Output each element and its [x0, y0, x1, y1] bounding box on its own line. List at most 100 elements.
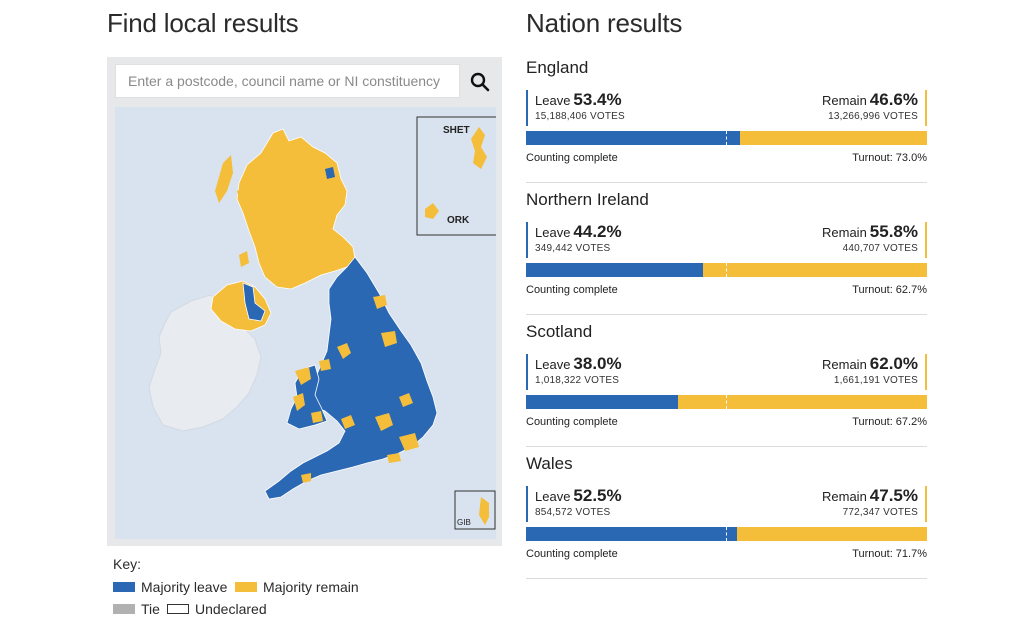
- bristol-remain[interactable]: [341, 415, 355, 429]
- nation-name: Wales: [526, 454, 573, 473]
- undeclared-swatch: [167, 604, 189, 614]
- leave-votes: 1,018,322 VOTES: [535, 375, 620, 386]
- remain-label: Remain: [822, 489, 867, 504]
- wales-remain-north[interactable]: [295, 367, 311, 385]
- wales-remain-west[interactable]: [293, 393, 305, 411]
- key-label-undeclared: Undeclared: [195, 601, 267, 617]
- gibraltar-inset: [454, 490, 496, 530]
- leave-bar-fill: [526, 395, 679, 409]
- midpoint-marker: [726, 131, 727, 145]
- midpoint-marker: [726, 263, 727, 277]
- search-button[interactable]: [462, 64, 498, 99]
- tie-swatch: [113, 604, 135, 614]
- leave-label: Leave: [535, 93, 571, 108]
- leave-label: Leave: [535, 357, 571, 372]
- leave-summary: Leave 38.0% 1,018,322 VOTES: [526, 354, 622, 390]
- remain-percentage: 46.6%: [869, 90, 918, 109]
- remain-votes: 13,266,996 VOTES: [828, 111, 918, 122]
- local-results-title: Find local results: [107, 8, 299, 38]
- orkney-islands[interactable]: [425, 203, 439, 219]
- search-box: [115, 64, 460, 98]
- northern-ireland-leave-area[interactable]: [242, 282, 266, 322]
- brighton-remain[interactable]: [387, 453, 401, 463]
- england-region[interactable]: [264, 256, 438, 500]
- remain-percentage: 47.5%: [869, 486, 918, 505]
- leave-percentage: 53.4%: [573, 90, 622, 109]
- leave-summary: Leave 52.5% 854,572 VOTES: [526, 486, 622, 522]
- counting-status: Counting complete: [526, 416, 618, 428]
- remain-summary: Remain 62.0% 1,661,191 VOTES: [822, 354, 927, 390]
- york-remain[interactable]: [381, 331, 397, 347]
- counting-status: Counting complete: [526, 152, 618, 164]
- leave-bar-fill: [526, 263, 704, 277]
- midpoint-marker: [726, 395, 727, 409]
- gibraltar-label: GIB: [457, 518, 471, 527]
- shetland-islands[interactable]: [471, 127, 487, 169]
- nation-card-england[interactable]: England Leave 53.4% 15,188,406 VOTES Rema…: [526, 58, 927, 183]
- nation-name: Northern Ireland: [526, 190, 649, 209]
- remain-summary: Remain 47.5% 772,347 VOTES: [822, 486, 927, 522]
- nation-card-scotland[interactable]: Scotland Leave 38.0% 1,018,322 VOTES Rema…: [526, 322, 927, 447]
- key-item-tie: Tie: [113, 601, 160, 617]
- remain-votes: 772,347 VOTES: [842, 507, 918, 518]
- local-results-panel: SHET ORK GIB: [107, 57, 502, 546]
- remain-swatch: [235, 582, 257, 592]
- leave-swatch: [113, 582, 135, 592]
- nation-card-northern-ireland[interactable]: Northern Ireland Leave 44.2% 349,442 VOTE…: [526, 190, 927, 315]
- remain-label: Remain: [822, 357, 867, 372]
- remain-label: Remain: [822, 93, 867, 108]
- london-remain[interactable]: [399, 433, 419, 451]
- leave-bar-fill: [526, 527, 737, 541]
- leave-votes: 15,188,406 VOTES: [535, 111, 625, 122]
- remain-percentage: 55.8%: [869, 222, 918, 241]
- nation-card-wales[interactable]: Wales Leave 52.5% 854,572 VOTES Remain 47.…: [526, 454, 927, 579]
- gibraltar-region[interactable]: [479, 497, 489, 525]
- remain-percentage: 62.0%: [869, 354, 918, 373]
- leave-percentage: 52.5%: [573, 486, 622, 505]
- western-isles[interactable]: [215, 155, 233, 203]
- key-item-majority-remain: Majority remain: [235, 579, 359, 595]
- turnout: Turnout: 71.7%: [852, 548, 927, 560]
- leave-label: Leave: [535, 225, 571, 240]
- nation-name: England: [526, 58, 589, 77]
- newcastle-remain[interactable]: [373, 295, 387, 309]
- orkney-label: ORK: [447, 215, 470, 226]
- turnout: Turnout: 62.7%: [852, 284, 927, 296]
- leave-percentage: 44.2%: [573, 222, 622, 241]
- leave-votes: 854,572 VOTES: [535, 507, 611, 518]
- search-input[interactable]: [116, 65, 459, 97]
- key-item-majority-leave: Majority leave: [113, 579, 227, 595]
- key-title: Key:: [113, 556, 142, 572]
- exeter-remain[interactable]: [301, 473, 311, 483]
- turnout: Turnout: 67.2%: [852, 416, 927, 428]
- islay[interactable]: [239, 251, 249, 267]
- remain-votes: 1,661,191 VOTES: [833, 375, 918, 386]
- leeds-manchester-remain[interactable]: [337, 343, 351, 359]
- results-map[interactable]: SHET ORK GIB: [115, 107, 496, 539]
- result-bar: [526, 527, 927, 541]
- nation-name: Scotland: [526, 322, 593, 341]
- cambridge-remain[interactable]: [399, 393, 413, 407]
- key-item-undeclared: Undeclared: [167, 601, 267, 617]
- moray-leave-area[interactable]: [325, 167, 335, 179]
- counting-status: Counting complete: [526, 284, 618, 296]
- nation-results-title: Nation results: [526, 8, 683, 38]
- key-label-tie: Tie: [141, 601, 160, 617]
- northern-isles-inset: [416, 116, 496, 236]
- remain-summary: Remain 55.8% 440,707 VOTES: [822, 222, 927, 258]
- key-label-majority-leave: Majority leave: [141, 579, 228, 595]
- midpoint-marker: [726, 527, 727, 541]
- remain-summary: Remain 46.6% 13,266,996 VOTES: [822, 90, 927, 126]
- skye[interactable]: [237, 185, 249, 207]
- oxford-remain[interactable]: [375, 413, 393, 431]
- cardiff-remain[interactable]: [311, 411, 323, 423]
- search-icon: [470, 72, 490, 91]
- shetland-label: SHET: [443, 125, 470, 136]
- counting-status: Counting complete: [526, 548, 618, 560]
- remain-label: Remain: [822, 225, 867, 240]
- leave-percentage: 38.0%: [573, 354, 622, 373]
- key-label-majority-remain: Majority remain: [263, 579, 359, 595]
- liverpool-remain[interactable]: [319, 359, 331, 371]
- result-bar: [526, 131, 927, 145]
- remain-votes: 440,707 VOTES: [842, 243, 918, 254]
